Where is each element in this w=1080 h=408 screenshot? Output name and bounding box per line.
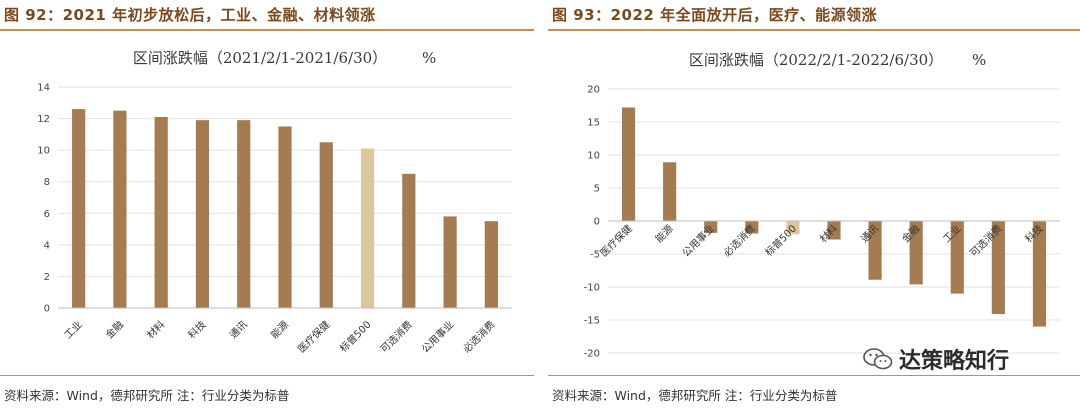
title-rule (548, 29, 1080, 31)
category-label: 能源 (652, 222, 675, 245)
bar (72, 109, 86, 308)
bar (278, 126, 292, 308)
y-tick-label: 0 (44, 304, 50, 315)
bar (786, 221, 800, 235)
y-tick-label: 0 (594, 217, 600, 228)
y-tick-label: 20 (587, 85, 600, 96)
figure-92: 图 92：2021 年初步放松后，工业、金融、材料领涨 区间涨跌幅（2021/2… (0, 0, 534, 408)
bar (827, 221, 841, 240)
bar (402, 173, 416, 308)
bar (484, 221, 498, 308)
y-tick-label: 2 (44, 272, 50, 283)
bar (1032, 221, 1047, 327)
bar (195, 120, 210, 309)
watermark-text: 达策略知行 (899, 349, 1010, 374)
y-tick-label: -20 (584, 349, 600, 360)
source-note: 资料来源：Wind，德邦研究所 注：行业分类为标普 (552, 388, 838, 403)
chart-unit: % (422, 49, 436, 67)
chart-title: 区间涨跌幅（2022/2/1-2022/6/30） (689, 51, 943, 69)
bar-chart-2021: 区间涨跌幅（2021/2/1-2021/6/30） % 0 2 4 6 8 10 12 14 工业金… (37, 49, 512, 355)
bar (319, 142, 333, 308)
bar (704, 221, 718, 233)
bar (950, 221, 964, 294)
category-label: 标普500 (762, 222, 799, 259)
y-tick-label: -10 (584, 283, 600, 294)
category-label: 可选消费 (377, 318, 414, 355)
source-note: 资料来源：Wind，德邦研究所 注：行业分类为标普 (4, 388, 290, 403)
category-label: 通讯 (227, 319, 250, 342)
category-label: 公用事业 (419, 318, 456, 355)
category-label: 科技 (185, 318, 208, 341)
category-label: 必选消费 (460, 318, 497, 355)
figure-title: 图 92：2021 年初步放松后，工业、金融、材料领涨 (4, 6, 376, 24)
figure-title: 图 93：2022 年全面放开后，医疗、能源领涨 (552, 6, 878, 24)
bar (443, 216, 457, 308)
chart-title: 区间涨跌幅（2021/2/1-2021/6/30） (133, 49, 387, 67)
watermark: 达策略知行 (862, 343, 1009, 375)
bar (991, 221, 1005, 315)
bar-chart-2022: 区间涨跌幅（2022/2/1-2022/6/30） % -20 -15 -10 -5 0 5 1… (584, 51, 1060, 360)
y-tick-label: 8 (44, 177, 50, 188)
bar (113, 110, 127, 308)
y-tick-label: 4 (44, 240, 50, 251)
bar (360, 148, 375, 308)
category-label: 标普500 (337, 318, 374, 355)
bar (868, 221, 882, 280)
figure-93: 图 93：2022 年全面放开后，医疗、能源领涨 区间涨跌幅（2022/2/1-… (548, 0, 1080, 408)
category-label: 医疗保健 (295, 318, 332, 355)
y-tick-label: 12 (37, 114, 50, 125)
category-label: 工业 (62, 319, 85, 342)
category-label: 能源 (268, 318, 291, 341)
title-rule (0, 29, 534, 31)
y-tick-label: 5 (594, 184, 600, 195)
category-label: 金融 (103, 318, 126, 341)
source-rule (548, 375, 1080, 376)
chart-unit: % (972, 51, 986, 69)
source-rule (0, 375, 534, 376)
y-tick-label: 14 (37, 83, 50, 94)
y-tick-label: 15 (587, 118, 600, 129)
y-tick-label: -15 (584, 316, 600, 327)
bar (621, 107, 636, 221)
y-tick-label: -5 (590, 250, 600, 261)
bar (154, 116, 168, 308)
wechat-icon (863, 348, 893, 370)
y-tick-label: 10 (587, 151, 600, 162)
bar (237, 120, 251, 309)
y-tick-label: 10 (37, 146, 50, 157)
y-tick-label: 6 (44, 209, 50, 220)
bar (745, 221, 759, 234)
bar (663, 162, 677, 221)
bar (909, 221, 923, 285)
category-label: 材料 (144, 318, 167, 341)
